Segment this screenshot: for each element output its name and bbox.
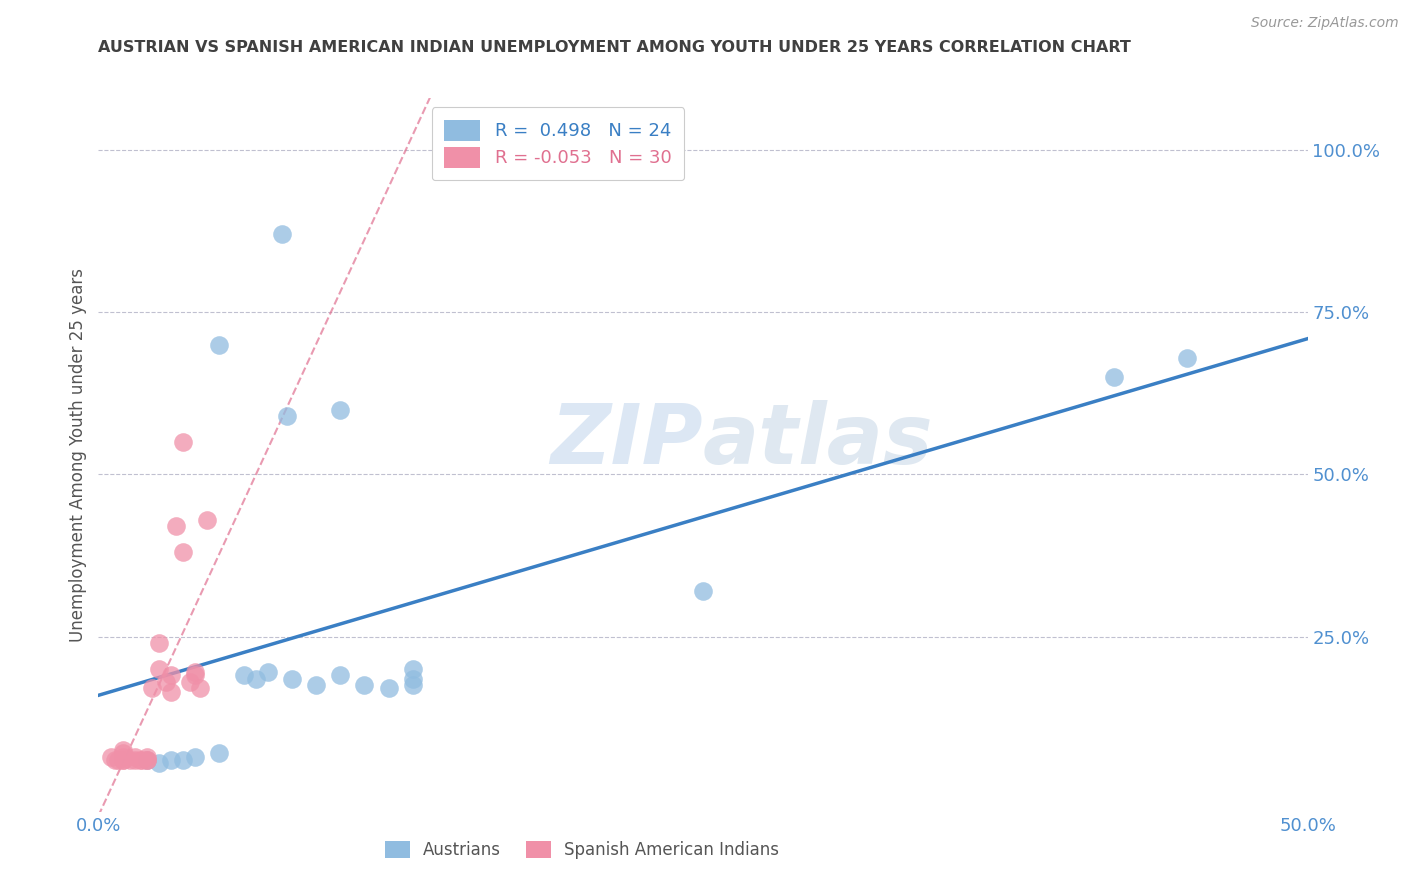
Text: ZIP: ZIP	[550, 401, 703, 481]
Point	[184, 668, 207, 682]
Text: AUSTRIAN VS SPANISH AMERICAN INDIAN UNEMPLOYMENT AMONG YOUTH UNDER 25 YEARS CORR: AUSTRIAN VS SPANISH AMERICAN INDIAN UNEM…	[98, 40, 1132, 55]
Point	[305, 678, 328, 692]
Point	[148, 636, 170, 650]
Point	[135, 753, 157, 767]
Point	[402, 678, 425, 692]
Point	[131, 753, 153, 767]
Y-axis label: Unemployment Among Youth under 25 years: Unemployment Among Youth under 25 years	[69, 268, 87, 642]
Point	[271, 227, 294, 242]
Text: atlas: atlas	[703, 401, 934, 481]
Point	[402, 662, 425, 676]
Point	[160, 684, 183, 698]
Point	[107, 753, 129, 767]
Point	[184, 749, 207, 764]
Point	[111, 747, 134, 761]
Point	[1102, 370, 1125, 384]
Point	[1175, 351, 1198, 365]
Point	[111, 749, 134, 764]
Point	[179, 675, 201, 690]
Point	[118, 753, 141, 767]
Point	[377, 681, 399, 696]
Point	[135, 753, 157, 767]
Point	[281, 672, 304, 686]
Point	[172, 434, 194, 449]
Point	[165, 519, 187, 533]
Point	[135, 753, 157, 767]
Point	[128, 753, 150, 767]
Point	[353, 678, 375, 692]
Point	[124, 749, 146, 764]
Point	[276, 409, 298, 423]
Point	[184, 665, 207, 680]
Point	[124, 753, 146, 767]
Point	[188, 681, 211, 696]
Point	[402, 672, 425, 686]
Point	[329, 668, 352, 682]
Point	[329, 402, 352, 417]
Point	[172, 545, 194, 559]
Point	[111, 753, 134, 767]
Point	[148, 756, 170, 770]
Point	[111, 753, 134, 767]
Point	[692, 584, 714, 599]
Point	[104, 753, 127, 767]
Point	[135, 749, 157, 764]
Point	[155, 675, 177, 690]
Point	[195, 513, 218, 527]
Point	[256, 665, 278, 680]
Point	[172, 753, 194, 767]
Point	[111, 743, 134, 757]
Point	[232, 668, 254, 682]
Point	[100, 749, 122, 764]
Point	[148, 662, 170, 676]
Point	[208, 747, 231, 761]
Point	[141, 681, 163, 696]
Point	[160, 668, 183, 682]
Point	[208, 337, 231, 351]
Point	[245, 672, 267, 686]
Point	[160, 753, 183, 767]
Text: Source: ZipAtlas.com: Source: ZipAtlas.com	[1251, 16, 1399, 30]
Legend: Austrians, Spanish American Indians: Austrians, Spanish American Indians	[377, 833, 787, 868]
